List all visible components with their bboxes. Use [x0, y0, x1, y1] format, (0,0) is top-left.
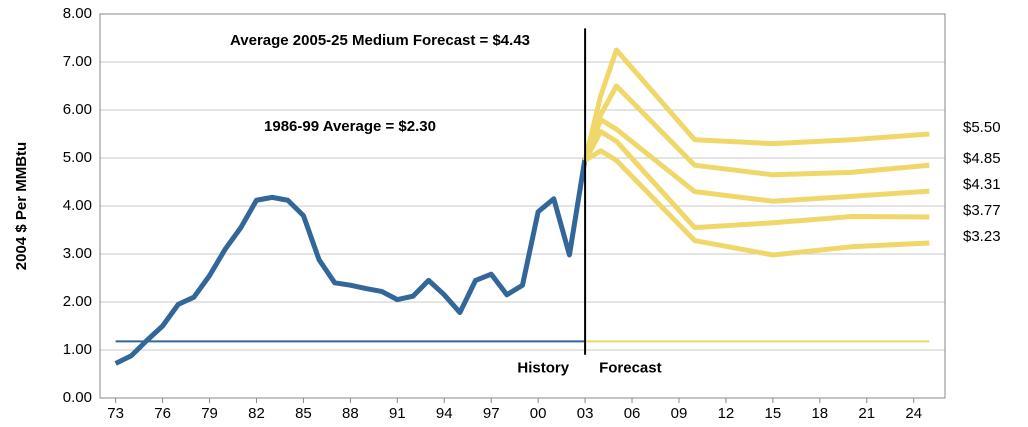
- y-tick-label: 3.00: [63, 245, 92, 262]
- y-tick-label: 7.00: [63, 53, 92, 70]
- x-tick-label: 82: [248, 405, 265, 422]
- data-line: [582, 129, 930, 231]
- end-label: $4.85: [963, 150, 1001, 167]
- data-line: [583, 148, 930, 258]
- y-tick-label: 0.00: [63, 389, 92, 406]
- annotation: 1986-99 Average = $2.30: [264, 118, 436, 135]
- x-tick-label: 15: [765, 405, 782, 422]
- x-tick-label: 85: [295, 405, 312, 422]
- y-tick-label: 2.00: [63, 293, 92, 310]
- y-tick-label: 8.00: [63, 5, 92, 22]
- y-tick-label: 4.00: [63, 197, 92, 214]
- y-tick-label: 5.00: [63, 149, 92, 166]
- x-tick-label: 00: [530, 405, 547, 422]
- plot-frame: [99, 13, 946, 399]
- period-label: Forecast: [599, 359, 662, 376]
- data-line: [582, 83, 930, 178]
- data-line: [114, 157, 588, 366]
- y-tick-label: 1.00: [63, 341, 92, 358]
- x-tick-label: 06: [624, 405, 641, 422]
- x-tick-label: 73: [107, 405, 124, 422]
- y-tick-label: 6.00: [63, 101, 92, 118]
- end-label: $3.77: [963, 202, 1001, 219]
- end-label: $5.50: [963, 119, 1001, 136]
- data-line: [582, 117, 930, 204]
- end-label: $4.31: [963, 176, 1001, 193]
- end-label: $3.23: [963, 228, 1001, 245]
- x-tick-label: 97: [483, 405, 500, 422]
- period-label: History: [517, 359, 569, 376]
- annotation: Average 2005-25 Medium Forecast = $4.43: [230, 32, 530, 49]
- x-tick-label: 79: [201, 405, 218, 422]
- x-tick-label: 76: [154, 405, 171, 422]
- x-tick-label: 18: [811, 405, 828, 422]
- x-tick-label: 09: [671, 405, 688, 422]
- x-tick-label: 21: [858, 405, 875, 422]
- x-tick-label: 94: [436, 405, 453, 422]
- x-tick-label: 88: [342, 405, 359, 422]
- x-tick-label: 91: [389, 405, 406, 422]
- x-tick-label: 24: [905, 405, 922, 422]
- x-tick-label: 03: [577, 405, 594, 422]
- x-tick-label: 12: [718, 405, 735, 422]
- y-axis-label: 2004 $ Per MMBtu: [13, 142, 30, 270]
- data-line: [582, 47, 930, 161]
